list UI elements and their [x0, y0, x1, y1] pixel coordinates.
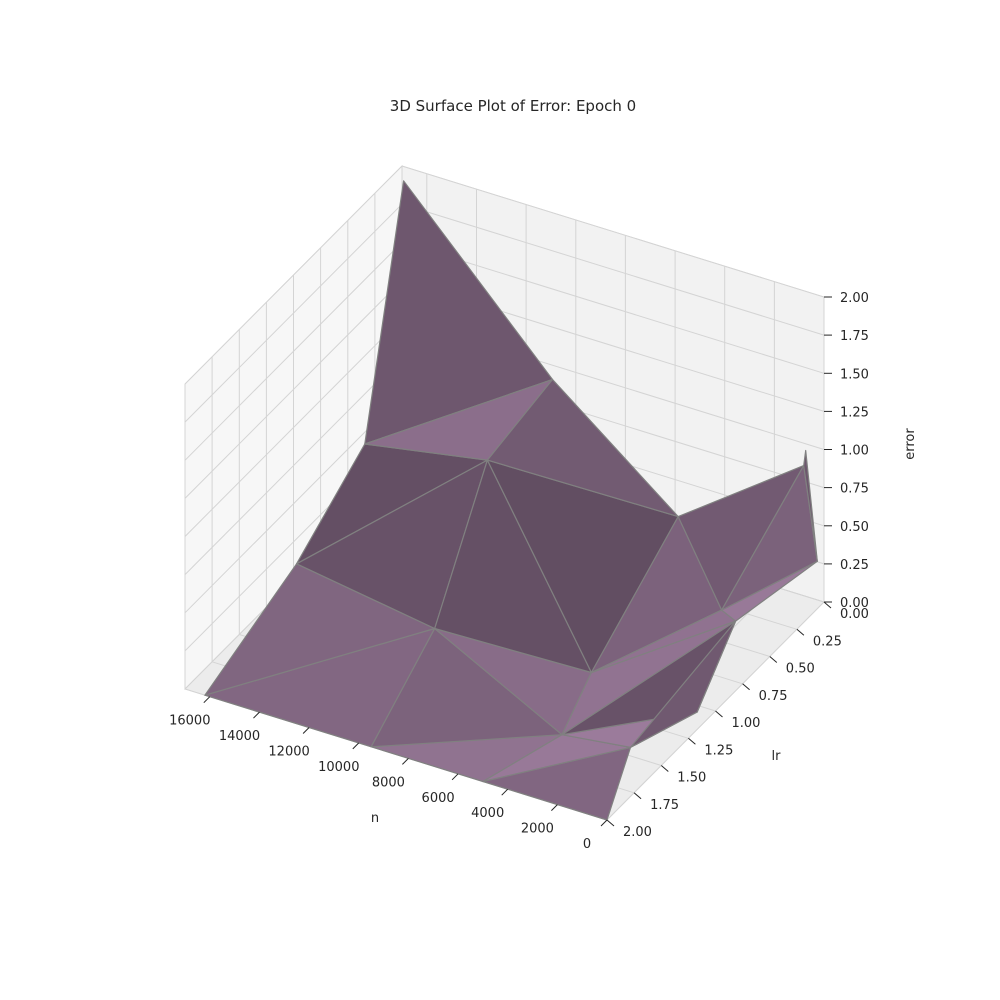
x-tick-mark [551, 804, 558, 811]
y-tick-mark [633, 792, 642, 800]
z-tick-label: 1.50 [840, 367, 869, 382]
x-tick-label: 16000 [169, 714, 210, 729]
z-tick-label: 0.75 [840, 482, 869, 497]
y-tick-label: 1.75 [650, 798, 679, 813]
surface-facet [629, 620, 737, 749]
y-tick-label: 2.00 [623, 825, 652, 840]
x-tick-label: 2000 [521, 822, 554, 837]
z-tick-label: 1.00 [840, 444, 869, 459]
y-tick-mark [823, 601, 832, 609]
z-tick-label: 1.75 [840, 329, 869, 344]
x-tick-label: 6000 [422, 791, 455, 806]
chart-title: 3D Surface Plot of Error: Epoch 0 [390, 97, 636, 115]
z-axis-label: error [903, 428, 918, 460]
z-tick-label: 0.25 [840, 558, 869, 573]
x-tick-label: 4000 [471, 806, 504, 821]
z-grid-left [184, 203, 403, 423]
error-surface [204, 180, 818, 821]
z-grid-left [184, 356, 403, 575]
y-tick-label: 0.25 [813, 634, 842, 649]
z-grid-back [401, 165, 825, 298]
y-tick-mark [715, 710, 723, 718]
x-tick-mark [302, 727, 310, 734]
y-tick-label: 1.25 [704, 743, 733, 758]
x-tick-label: 14000 [219, 729, 260, 744]
z-grid-left [184, 165, 403, 385]
y-tick-mark [660, 765, 669, 772]
x-tick-label: 10000 [318, 760, 359, 775]
y-tick-mark [769, 656, 778, 663]
z-grid-left [184, 241, 403, 461]
x-tick-label: 0 [583, 837, 591, 852]
x-tick-mark [501, 788, 509, 796]
y-tick-mark [688, 737, 696, 745]
z-tick-label: 1.25 [840, 405, 869, 420]
y-tick-label: 0.00 [840, 607, 869, 622]
z-grid-left [184, 280, 403, 499]
x-tick-mark [402, 758, 409, 765]
z-grid-left [184, 394, 403, 614]
x-tick-label: 8000 [372, 775, 405, 790]
z-tick-label: 2.00 [840, 291, 869, 306]
x-tick-mark [600, 819, 608, 827]
z-tick-label: 0.00 [840, 596, 869, 611]
x-tick-mark [352, 742, 360, 750]
z-grid-left [184, 318, 403, 537]
x-tick-mark [203, 696, 211, 704]
y-axis-label: lr [772, 749, 782, 764]
surface-facet [486, 378, 679, 518]
y-tick-label: 1.50 [677, 771, 706, 786]
z-tick-label: 0.50 [840, 520, 869, 535]
x-tick-mark [253, 711, 260, 719]
z-grid-back [401, 241, 825, 374]
y-tick-label: 1.00 [732, 716, 761, 731]
y-tick-label: 0.75 [759, 689, 788, 704]
y-tick-label: 0.50 [786, 662, 815, 677]
y-tick-mark [796, 628, 805, 636]
y-tick-mark [606, 819, 615, 827]
x-axis-label: n [371, 811, 379, 826]
axis-ticks: 0 2000 4000 6000 8000 10000 12000 14000 16000 0.0… [169, 291, 869, 852]
surface-facet [803, 449, 818, 562]
y-tick-mark [742, 683, 750, 691]
x-tick-mark [451, 773, 459, 781]
x-tick-label: 12000 [268, 745, 309, 760]
z-grid-back [401, 203, 825, 336]
